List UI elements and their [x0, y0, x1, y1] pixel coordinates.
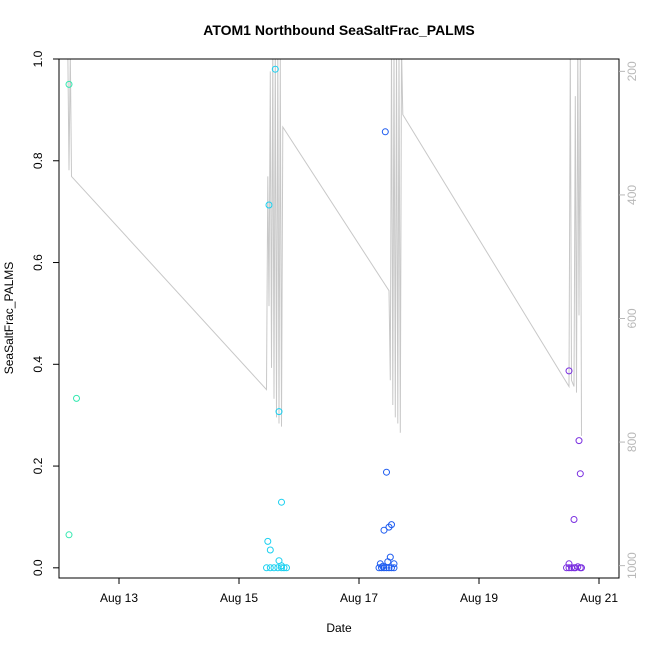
- x-tick-label: Aug 21: [580, 591, 618, 605]
- data-point: [275, 408, 283, 416]
- y-tick-label: 0.6: [31, 254, 45, 271]
- y2-tick-label: 200: [625, 61, 639, 81]
- chart-title: ATOM1 Northbound SeaSaltFrac_PALMS: [203, 22, 474, 38]
- y-tick-label: 0.2: [31, 457, 45, 474]
- data-point: [271, 65, 279, 73]
- x-tick-label: Aug 17: [340, 591, 378, 605]
- x-tick-label: Aug 13: [100, 591, 138, 605]
- data-point: [563, 564, 570, 572]
- y-axis: 0.0 0.2 0.4 0.6 0.8 1.0: [31, 50, 59, 576]
- y2-tick-label: 400: [625, 185, 639, 205]
- data-point: [379, 562, 387, 570]
- data-point: [283, 564, 290, 572]
- data-point: [65, 80, 73, 88]
- x-axis-label: Date: [326, 621, 352, 635]
- data-point: [385, 564, 393, 572]
- data-point: [570, 516, 578, 523]
- data-point: [278, 498, 285, 506]
- data-point: [381, 128, 389, 136]
- x-tick-label: Aug 15: [220, 591, 258, 605]
- y-axis-label: SeaSaltFrac_PALMS: [2, 262, 16, 375]
- points-layer: [65, 65, 585, 572]
- y2-tick-label: 800: [625, 432, 639, 452]
- y2-tick-label: 600: [625, 308, 639, 328]
- data-point: [576, 470, 584, 478]
- data-point: [384, 558, 392, 566]
- data-point: [270, 564, 278, 572]
- data-point: [378, 564, 385, 572]
- data-point: [73, 394, 80, 402]
- data-point: [266, 564, 274, 572]
- data-point: [383, 468, 390, 476]
- data-point: [264, 537, 272, 545]
- plot-frame: [58, 58, 620, 579]
- y-tick-label: 1.0: [31, 50, 45, 67]
- data-point: [565, 367, 573, 375]
- data-point: [266, 546, 274, 554]
- y-tick-label: 0.4: [31, 356, 45, 373]
- data-point: [380, 564, 388, 572]
- y-tick-label: 0.8: [31, 152, 45, 169]
- y-tick-label: 0.0: [31, 559, 45, 576]
- data-point: [383, 564, 390, 572]
- data-point: [380, 526, 388, 534]
- y2-tick-label: 1000: [625, 552, 639, 579]
- data-point: [280, 564, 288, 572]
- data-point: [578, 564, 585, 572]
- data-point: [278, 564, 285, 572]
- data-point: [575, 437, 583, 445]
- x-axis: Aug 13 Aug 15 Aug 17 Aug 19 Aug 21: [100, 578, 618, 605]
- pressure-trace-layer: [67, 59, 582, 436]
- data-point: [65, 531, 73, 539]
- data-point: [390, 564, 398, 572]
- x-tick-label: Aug 19: [460, 591, 498, 605]
- pressure-trace-line: [67, 59, 582, 436]
- data-point: [388, 521, 395, 529]
- y2-axis: 200 400 600 800 1000: [619, 61, 639, 579]
- data-point: [263, 564, 270, 572]
- data-point: [265, 201, 273, 209]
- data-point: [388, 564, 395, 572]
- data-point: [375, 564, 383, 572]
